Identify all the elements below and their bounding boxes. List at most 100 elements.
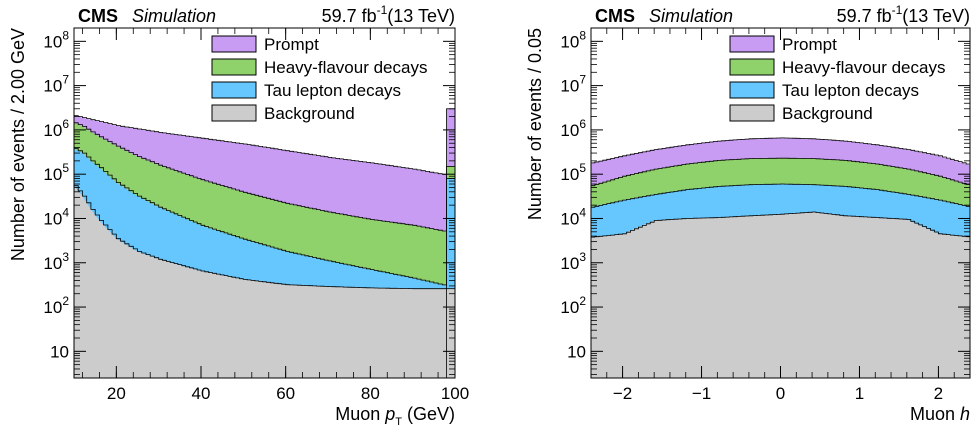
legend-swatch-tau-lepton-decays [211, 81, 257, 99]
y-tick-exponent: 6 [62, 117, 69, 131]
y-tick-label: 102 [560, 294, 586, 317]
experiment-label: CMS [595, 6, 635, 26]
x-tick-label: 1 [855, 384, 864, 403]
y-tick-label: 10 [567, 342, 586, 361]
x-tick-label: 40 [192, 384, 211, 403]
y-tick-base: 10 [43, 298, 62, 317]
lumi-label: 59.7 fb-1(13 TeV) [837, 3, 970, 26]
y-tick-base: 10 [43, 77, 62, 96]
x-title-xlabel-unit: (GeV) [402, 404, 455, 424]
y-tick-base: 10 [560, 209, 579, 228]
y-axis-title: Number of events / 2.00 GeV [8, 28, 28, 261]
plot-frame [73, 27, 456, 379]
y-tick-exponent: 8 [579, 28, 586, 42]
y-tick-base: 10 [560, 165, 579, 184]
legend-swatch-background [211, 104, 257, 122]
y-tick-label: 103 [43, 250, 69, 273]
legend-swatch-prompt [729, 35, 775, 53]
legend: Prompt Heavy-flavour decays Tau lepton dec… [729, 35, 945, 123]
lumi-lumi-value: 59.7 fb [837, 6, 892, 26]
y-tick-label: 10 [50, 342, 69, 361]
y-axis-title: Number of events / 0.05 [525, 28, 545, 220]
lumi-lumi-exp: -1 [377, 3, 388, 17]
legend-label-tau-lepton-decays: Tau lepton decays [782, 81, 919, 100]
x-tick-label: 100 [441, 384, 469, 403]
legend-label-tau-lepton-decays: Tau lepton decays [264, 81, 401, 100]
x-axis-title: Muon h [910, 404, 970, 424]
y-tick-exponent: 8 [62, 28, 69, 42]
y-tick-label: 104 [43, 205, 69, 228]
experiment-sublabel: Simulation [132, 6, 216, 26]
x-title-xlabel-var: h [960, 404, 970, 424]
series-line-prompt [74, 115, 447, 175]
legend-swatch-tau-lepton-decays [729, 81, 775, 99]
y-tick-exponent: 5 [579, 161, 586, 175]
y-tick-exponent: 7 [62, 73, 69, 87]
y-tick-label: 103 [560, 250, 586, 273]
y-tick-base: 10 [43, 165, 62, 184]
y-tick-label: 104 [560, 205, 586, 228]
y-tick-exponent: 7 [579, 73, 586, 87]
x-title-xlabel-sub: T [395, 416, 402, 427]
y-tick-label: 108 [560, 28, 586, 51]
legend-label-heavy-flavour-decays: Heavy-flavour decays [782, 58, 945, 77]
series-area-background [74, 185, 447, 378]
legend-swatch-heavy-flavour-decays [729, 58, 775, 76]
y-tick-base: 10 [560, 32, 579, 51]
legend-label-background: Background [782, 104, 873, 123]
x-tick-label: −1 [692, 384, 711, 403]
legend-label-prompt: Prompt [264, 35, 319, 54]
y-tick-label: 107 [560, 73, 586, 96]
y-tick-base: 10 [560, 254, 579, 273]
y-tick-label: 108 [43, 28, 69, 51]
x-tick-label: 2 [934, 384, 943, 403]
x-tick-label: 20 [107, 384, 126, 403]
lumi-lumi-exp: -1 [892, 3, 903, 17]
series-line-tau-lepton-decays [74, 148, 447, 286]
y-tick-base: 10 [43, 32, 62, 51]
lumi-label: 59.7 fb-1(13 TeV) [322, 3, 455, 26]
series-area-background [591, 212, 970, 378]
lumi-lumi-value: 59.7 fb [322, 6, 377, 26]
experiment-sublabel: Simulation [649, 6, 733, 26]
y-tick-exponent: 3 [579, 250, 586, 264]
series-line-tau-lepton-decays [591, 183, 970, 208]
y-tick-base: 10 [50, 342, 69, 361]
y-tick-base: 10 [43, 209, 62, 228]
y-tick-exponent: 4 [579, 205, 586, 219]
y-tick-label: 105 [43, 161, 69, 184]
y-tick-exponent: 5 [62, 161, 69, 175]
x-title-xlabel-prefix: Muon [910, 404, 960, 424]
y-tick-exponent: 3 [62, 250, 69, 264]
y-tick-base: 10 [560, 298, 579, 317]
lumi-lumi-energy: (13 TeV) [902, 6, 970, 26]
x-title-xlabel-prefix: Muon [335, 404, 385, 424]
x-axis-title: Muon pT (GeV) [335, 404, 455, 427]
legend-label-background: Background [264, 104, 355, 123]
series-line-background [74, 185, 447, 290]
plot-area [74, 108, 455, 378]
y-tick-exponent: 4 [62, 205, 69, 219]
y-tick-label: 107 [43, 73, 69, 96]
legend-label-prompt: Prompt [782, 35, 837, 54]
y-tick-base: 10 [560, 77, 579, 96]
y-tick-exponent: 2 [579, 294, 586, 308]
legend-swatch-background [729, 104, 775, 122]
x-tick-label: 80 [361, 384, 380, 403]
y-tick-label: 105 [560, 161, 586, 184]
y-tick-label: 106 [560, 117, 586, 140]
series-line-background [591, 211, 970, 238]
x-tick-label: 60 [276, 384, 295, 403]
experiment-label: CMS [78, 6, 118, 26]
x-tick-label: 0 [776, 384, 785, 403]
y-tick-base: 10 [567, 342, 586, 361]
y-tick-exponent: 6 [579, 117, 586, 131]
x-tick-label: −2 [613, 384, 632, 403]
x-title-xlabel-var: p [384, 404, 395, 424]
legend-swatch-prompt [211, 35, 257, 53]
y-tick-label: 106 [43, 117, 69, 140]
legend-swatch-heavy-flavour-decays [211, 58, 257, 76]
